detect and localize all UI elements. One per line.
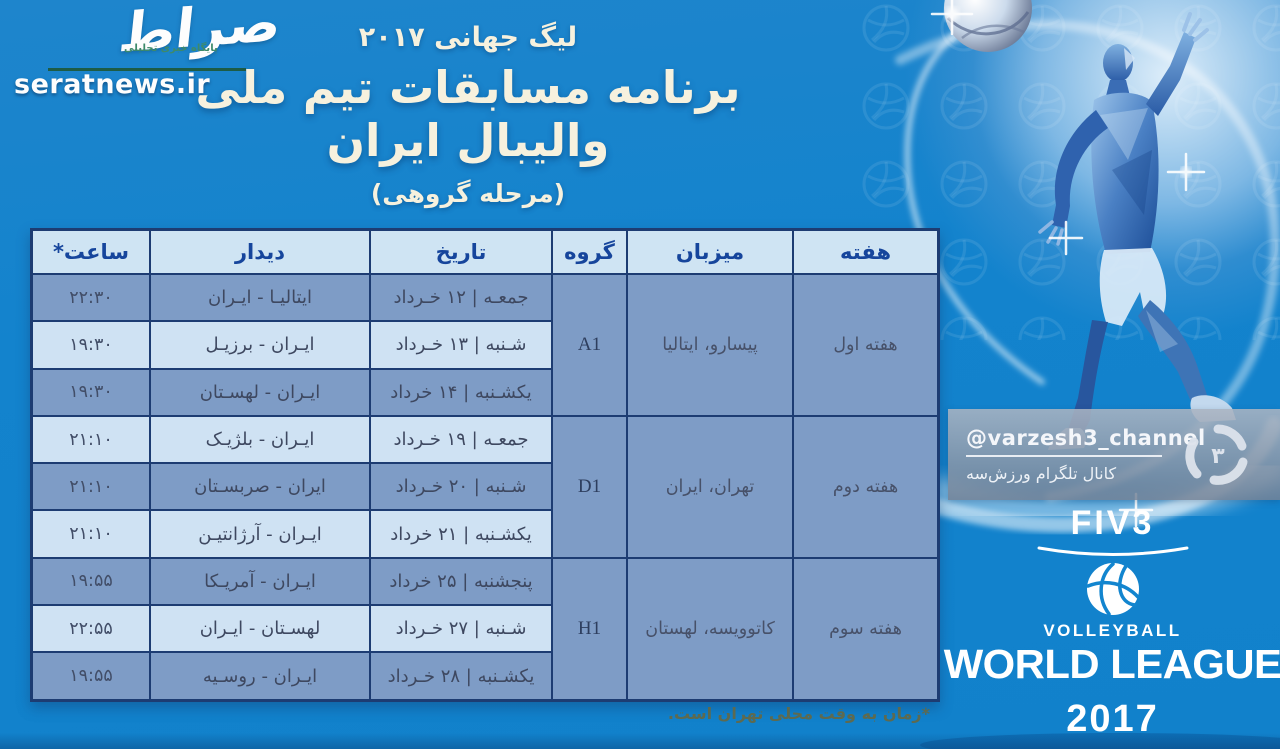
time-cell: ۲۲:۳۰ xyxy=(33,275,149,321)
serat-underline xyxy=(48,68,246,71)
date-cell: شـنبه | ۲۷ خـرداد xyxy=(371,606,551,652)
time-cell: ۲۱:۱۰ xyxy=(33,511,149,557)
week-cell: هفته سوم xyxy=(794,558,937,699)
week-cell: هفته دوم xyxy=(794,416,937,557)
host-cell: پیسارو، ایتالیا xyxy=(628,275,792,415)
volleyball-label: VOLLEYBALL xyxy=(1043,621,1182,640)
date-cell: یکشـنبه | ۲۱ خرداد xyxy=(371,511,551,557)
col-header-week: هفته xyxy=(794,231,937,273)
time-cell: ۱۹:۵۵ xyxy=(33,653,149,699)
fivb-logo-text: FIV3 xyxy=(1070,504,1155,542)
col-header-match: دیدار xyxy=(151,231,369,273)
volleyball-ball-icon xyxy=(1085,562,1140,616)
banner-divider xyxy=(966,455,1162,457)
host-cell: تهران، ایران xyxy=(628,416,792,557)
serat-site-url: seratnews.ir xyxy=(14,69,211,100)
channel-handle: @varzesh3_channel xyxy=(966,426,1206,450)
footnote: *زمان به وقت محلی تهران است. xyxy=(667,704,930,723)
group-cell: A1 xyxy=(553,275,626,415)
main-title: برنامه مسابقات تیم ملی والیبال ایران xyxy=(195,61,741,167)
group-cell: D1 xyxy=(553,416,626,557)
subtitle: (مرحله گروهی) xyxy=(370,179,566,208)
time-cell: ۱۹:۵۵ xyxy=(33,558,149,605)
col-header-date: تاریخ xyxy=(371,231,551,273)
match-cell: ایـران - برزیـل xyxy=(151,322,369,368)
year-label: 2017 xyxy=(1066,698,1159,740)
serat-tagline: پایگاه خبری تحلیلی xyxy=(124,43,218,54)
channel-banner: @varzesh3_channel کانال تلگرام ورزش‌سه ۳ xyxy=(948,409,1280,500)
time-cell: ۲۱:۱۰ xyxy=(33,416,149,463)
week-cell: هفته اول xyxy=(794,275,937,415)
time-cell: ۲۲:۵۵ xyxy=(33,606,149,652)
group-cell: H1 xyxy=(553,558,626,699)
match-cell: ایران - صربسـتان xyxy=(151,464,369,510)
world-league-label: WORLD LEAGUE xyxy=(943,641,1280,687)
col-header-group: گروه xyxy=(553,231,626,273)
match-cell: ایـران - لهسـتان xyxy=(151,369,369,415)
varzesh3-logo-icon: ۳ xyxy=(1185,424,1248,485)
world-league-logo: FIV3 VOLLEYBALL WORLD LEAGUE 2017 xyxy=(943,504,1280,741)
title-block: لیگ جهانی ۲۰۱۷ برنامه مسابقات تیم ملی وا… xyxy=(128,22,808,208)
date-cell: یکشـنبه | ۱۴ خرداد xyxy=(371,369,551,415)
col-header-host: میزبان xyxy=(628,231,792,273)
date-cell: جمعـه | ۱۲ خـرداد xyxy=(371,275,551,321)
host-cell: کاتوویسه، لهستان xyxy=(628,558,792,699)
date-cell: شـنبه | ۲۰ خـرداد xyxy=(371,464,551,510)
match-cell: ایـران - آمریـکا xyxy=(151,558,369,605)
match-cell: لهسـتان - ایـران xyxy=(151,606,369,652)
logo-arc xyxy=(1037,546,1188,556)
varzesh3-logo-glyph: ۳ xyxy=(1211,444,1225,469)
channel-banner-text: @varzesh3_channel کانال تلگرام ورزش‌سه xyxy=(966,426,1206,483)
date-cell: یکشـنبه | ۲۸ خـرداد xyxy=(371,653,551,699)
time-cell: ۱۹:۳۰ xyxy=(33,322,149,368)
time-cell: ۲۱:۱۰ xyxy=(33,464,149,510)
schedule-table: هفته میزبان گروه تاریخ دیدار ساعت* هفته … xyxy=(30,228,940,702)
date-cell: شـنبه | ۱۳ خـرداد xyxy=(371,322,551,368)
match-cell: ایتالیـا - ایـران xyxy=(151,275,369,321)
time-cell: ۱۹:۳۰ xyxy=(33,369,149,415)
flying-ball-icon xyxy=(944,0,1032,52)
seratnews-watermark: صراط پایگاه خبری تحلیلی seratnews.ir xyxy=(12,0,285,102)
match-cell: ایـران - روسـیه xyxy=(151,653,369,699)
date-cell: پنجشنبه | ۲۵ خرداد xyxy=(371,558,551,605)
col-header-time: ساعت* xyxy=(33,231,149,273)
league-year-title: لیگ جهانی ۲۰۱۷ xyxy=(358,22,578,53)
match-cell: ایـران - آرژانتیـن xyxy=(151,511,369,557)
channel-label: کانال تلگرام ورزش‌سه xyxy=(966,464,1117,483)
date-cell: جمعـه | ۱۹ خـرداد xyxy=(371,416,551,463)
match-cell: ایـران - بلژیـک xyxy=(151,416,369,463)
